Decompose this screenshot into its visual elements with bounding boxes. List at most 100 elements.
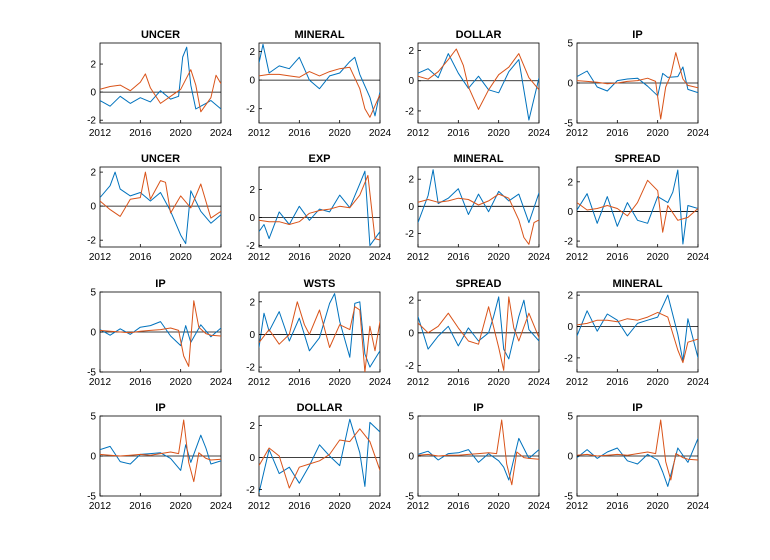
plot-area [418, 48, 539, 121]
subplot-title: IP [632, 402, 642, 414]
y-tick-label: -5 [87, 368, 96, 379]
x-tick-label: 2012 [407, 501, 430, 512]
x-tick-label: 2012 [566, 501, 589, 512]
y-tick-label: -2 [246, 104, 255, 115]
x-tick-label: 2016 [288, 252, 311, 263]
subplot-8: 2012 2016 2020 2024 -2 0 2 SPREAD [564, 153, 709, 263]
line-series_2 [418, 193, 539, 245]
plot-area [100, 419, 221, 483]
line-series_2 [418, 419, 539, 486]
x-tick-label: 2020 [647, 252, 670, 263]
line-series_1 [418, 296, 539, 360]
subplot-title: UNCER [141, 29, 180, 41]
y-tick-label: 0 [408, 452, 414, 463]
line-series_1 [577, 66, 698, 97]
y-tick-label: -2 [87, 116, 96, 127]
y-tick-label: -2 [405, 361, 414, 372]
y-tick-label: 0 [249, 330, 255, 341]
axes-box [99, 42, 222, 124]
line-series_1 [259, 418, 380, 493]
x-tick-label: 2012 [89, 252, 112, 263]
x-tick-label: 2016 [288, 128, 311, 139]
line-series_2 [100, 171, 221, 219]
subplot-title: EXP [308, 153, 330, 165]
subplot-16: 2012 2016 2020 2024 -5 0 5 IP [564, 402, 709, 512]
y-tick-label: -2 [246, 485, 255, 496]
axes-box [258, 42, 381, 124]
y-tick-label: -2 [564, 237, 573, 248]
subplot-14: 2012 2016 2020 2024 -2 0 2 DOLLAR [246, 402, 391, 512]
x-tick-label: 2020 [647, 128, 670, 139]
line-series_1 [418, 169, 539, 224]
x-tick-label: 2012 [89, 501, 112, 512]
line-series_2 [100, 69, 221, 113]
line-series_1 [259, 293, 380, 368]
line-series_2 [577, 419, 698, 481]
x-tick-label: 2012 [407, 377, 430, 388]
subplot-12: 2012 2016 2020 2024 -2 0 2 MINERAL [564, 278, 709, 388]
y-tick-label: 2 [408, 175, 414, 186]
subplot-13: 2012 2016 2020 2024 -5 0 5 IP [87, 402, 232, 512]
plot-area [100, 300, 221, 367]
line-series_2 [259, 174, 380, 241]
y-tick-label: 2 [408, 46, 414, 57]
subplot-title: IP [473, 402, 483, 414]
x-tick-label: 2016 [606, 501, 629, 512]
x-tick-label: 2016 [129, 128, 152, 139]
y-tick-label: -5 [564, 492, 573, 503]
line-series_1 [577, 294, 698, 362]
y-tick-label: -5 [405, 492, 414, 503]
y-tick-label: 0 [90, 452, 96, 463]
y-tick-label: 2 [90, 60, 96, 71]
subplot-title: MINERAL [612, 278, 662, 290]
y-tick-label: 0 [408, 202, 414, 213]
plot-area [259, 418, 380, 493]
line-series_1 [259, 170, 380, 247]
line-series_1 [259, 43, 380, 117]
subplot-title: SPREAD [615, 153, 661, 165]
x-tick-label: 2024 [687, 501, 710, 512]
y-tick-label: -2 [564, 353, 573, 364]
subplot-title: WSTS [304, 278, 336, 290]
axes-box [258, 415, 381, 497]
x-tick-label: 2016 [447, 377, 470, 388]
subplot-5: 2012 2016 2020 2024 -2 0 2 UNCER [87, 153, 232, 263]
plot-area [577, 169, 698, 245]
plot-area [418, 169, 539, 245]
y-tick-label: 0 [408, 328, 414, 339]
x-tick-label: 2012 [89, 128, 112, 139]
x-tick-label: 2016 [288, 377, 311, 388]
line-series_1 [418, 437, 539, 481]
plot-area [577, 294, 698, 364]
subplot-title: MINERAL [453, 153, 503, 165]
x-tick-label: 2016 [447, 252, 470, 263]
x-tick-label: 2020 [170, 377, 193, 388]
subplot-9: 2012 2016 2020 2024 -5 0 5 IP [87, 278, 232, 388]
x-tick-label: 2020 [647, 377, 670, 388]
subplot-title: DOLLAR [297, 402, 343, 414]
plot-area [259, 170, 380, 247]
y-tick-label: 0 [567, 322, 573, 333]
line-series_2 [259, 428, 380, 489]
x-tick-label: 2024 [687, 377, 710, 388]
x-tick-label: 2012 [248, 377, 271, 388]
axes-box [258, 166, 381, 248]
subplot-title: UNCER [141, 153, 180, 165]
line-series_2 [577, 311, 698, 364]
x-tick-label: 2016 [606, 252, 629, 263]
x-tick-label: 2020 [329, 252, 352, 263]
y-tick-label: -2 [405, 229, 414, 240]
x-tick-label: 2016 [447, 501, 470, 512]
axes-box [417, 291, 540, 373]
y-tick-label: -5 [564, 119, 573, 130]
x-tick-label: 2016 [606, 377, 629, 388]
y-tick-label: -2 [87, 236, 96, 247]
plot-area [100, 46, 221, 113]
y-tick-label: 0 [567, 207, 573, 218]
line-series_2 [577, 52, 698, 120]
line-series_2 [100, 419, 221, 483]
y-tick-label: 0 [567, 79, 573, 90]
y-tick-label: 0 [408, 76, 414, 87]
y-tick-label: -2 [246, 241, 255, 252]
